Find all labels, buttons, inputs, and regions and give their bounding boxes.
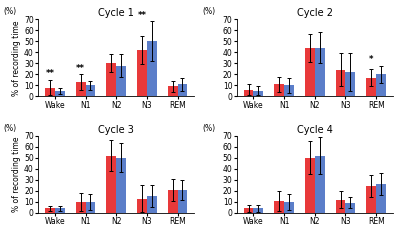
Text: (%): (%)	[4, 124, 17, 133]
Bar	[168, 86, 178, 96]
Bar	[274, 84, 284, 96]
Bar	[254, 91, 263, 96]
Title: Cycle 2: Cycle 2	[297, 8, 333, 18]
Text: (%): (%)	[202, 124, 215, 133]
Text: **: **	[76, 64, 85, 73]
Text: (%): (%)	[202, 7, 215, 16]
Title: Cycle 4: Cycle 4	[297, 125, 333, 135]
Bar	[137, 199, 147, 213]
Bar	[336, 200, 346, 213]
Bar	[168, 190, 178, 213]
Bar	[244, 90, 254, 96]
Bar	[274, 201, 284, 213]
Bar	[116, 158, 126, 213]
Bar	[346, 72, 355, 96]
Bar	[284, 202, 294, 213]
Bar	[254, 209, 263, 213]
Bar	[315, 156, 325, 213]
Bar	[284, 85, 294, 96]
Bar	[305, 158, 315, 213]
Bar	[86, 85, 95, 96]
Bar	[76, 202, 86, 213]
Text: **: **	[46, 69, 54, 78]
Text: *: *	[369, 55, 374, 64]
Bar	[106, 156, 116, 213]
Bar	[55, 91, 65, 96]
Y-axis label: % of recording time: % of recording time	[12, 20, 21, 96]
Bar	[55, 209, 65, 213]
Bar	[336, 70, 346, 96]
Bar	[178, 84, 187, 96]
Bar	[45, 209, 55, 213]
Bar	[366, 78, 376, 96]
Title: Cycle 1: Cycle 1	[98, 8, 134, 18]
Bar	[137, 50, 147, 96]
Title: Cycle 3: Cycle 3	[98, 125, 134, 135]
Bar	[376, 74, 386, 96]
Bar	[147, 196, 157, 213]
Text: **: **	[138, 11, 146, 20]
Bar	[76, 82, 86, 96]
Bar	[346, 203, 355, 213]
Bar	[366, 186, 376, 213]
Bar	[315, 48, 325, 96]
Bar	[147, 41, 157, 96]
Bar	[86, 202, 95, 213]
Bar	[376, 184, 386, 213]
Text: (%): (%)	[4, 7, 17, 16]
Y-axis label: % of recording time: % of recording time	[12, 137, 21, 212]
Bar	[244, 209, 254, 213]
Bar	[178, 190, 187, 213]
Bar	[305, 48, 315, 96]
Bar	[116, 65, 126, 96]
Bar	[106, 63, 116, 96]
Bar	[45, 88, 55, 96]
